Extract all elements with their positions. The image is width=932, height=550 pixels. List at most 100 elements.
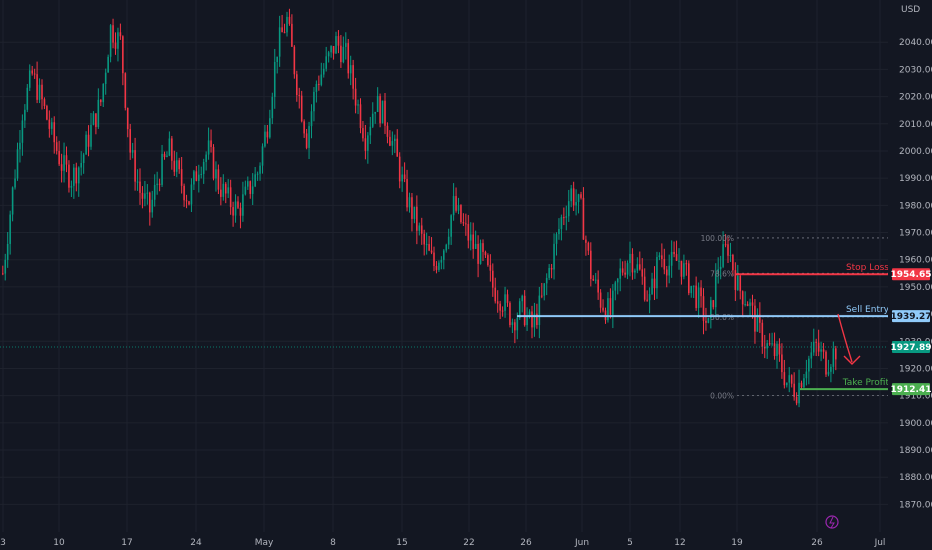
candle-body [575,202,577,206]
candle-body [249,181,252,194]
candle-body [651,278,653,295]
candle-body [455,196,457,211]
candle-body [347,43,350,74]
candle-body [599,292,602,308]
candle-body [232,207,234,216]
candle-body [653,278,656,289]
candle-body [822,349,825,352]
replay-icon[interactable] [825,515,839,529]
candle-body [541,295,543,297]
candle-body [401,174,403,182]
y-tick-label: 1890.00 [899,446,932,456]
candle-body [87,134,90,147]
candle-body [95,113,97,127]
candle-body [786,382,788,386]
candle-body [156,183,158,185]
candle-body [477,243,479,264]
candle-body [117,32,119,49]
candle-body [175,160,178,172]
level-price-text: 1954.65 [891,270,932,280]
candle-body [499,303,501,311]
candle-body [763,346,766,349]
level-label: Take Profit [842,378,890,388]
y-tick-label: 2020.00 [899,93,932,103]
candle-body [215,169,217,179]
candle-body [783,372,786,386]
candle-body [719,266,722,270]
candle-body [835,348,837,360]
candle-body [616,278,619,283]
candle-body [406,179,408,208]
candle-body [300,95,303,122]
candle-body [55,142,58,151]
candle-body [220,189,222,197]
candle-body [38,84,41,100]
candle-body [227,187,229,194]
x-tick-label: 22 [463,538,474,548]
candle-body [340,45,342,63]
candle-body [705,320,707,323]
candle-body [259,165,261,174]
candle-body [433,252,435,266]
level-label: Stop Loss [846,263,889,273]
candle-body [817,342,820,352]
candle-body [102,83,105,103]
candle-body [418,225,421,231]
candle-body [815,341,817,343]
candle-body [656,257,658,289]
candle-body [381,100,384,124]
candle-body [550,268,553,270]
candle-body [641,269,644,277]
forecast-arrow [837,313,861,365]
candle-body [700,287,702,297]
candle-body [398,156,401,182]
x-tick-label: 3 [0,538,6,548]
time-axis[interactable]: 3 10 17 24 May 8 15 22 26 Jun 5 12 19 26 Jul [0,538,885,548]
candle-body [349,65,352,74]
candle-body [332,46,335,54]
candle-body [670,251,673,266]
candle-body [423,233,425,245]
candle-body [24,109,26,121]
candle-body [710,300,712,319]
candle-body [205,154,207,162]
y-tick-label: 2030.00 [899,65,932,75]
candle-body [185,200,188,202]
level-price-tag [892,268,930,281]
candle-body [97,99,100,127]
y-tick-label: 1980.00 [899,201,932,211]
candle-body [658,255,661,258]
candle-body [41,84,43,100]
y-tick-label: 1950.00 [899,283,932,293]
candle-body [411,197,413,219]
candle-body [717,269,719,274]
candle-body [570,188,572,202]
candle-body [48,119,51,129]
candle-body [447,236,450,245]
candle-body [158,183,161,185]
candle-body [122,36,124,74]
candle-body [224,183,227,194]
candle-body [438,262,440,270]
candle-body [489,265,492,271]
x-tick-label: 5 [627,538,633,548]
candle-body [82,154,85,164]
candle-body [759,314,761,323]
candle-body [371,113,374,127]
candle-body [624,272,626,275]
level-price-text: 1912.41 [891,385,932,395]
candle-body [200,173,203,175]
candle-body [452,196,455,216]
candle-body [296,74,298,96]
candle-body [403,174,406,180]
candle-body [129,129,131,153]
candle-body [795,396,798,404]
candle-body [781,354,783,373]
y-tick-label: 1870.00 [899,500,932,510]
candle-body [440,259,443,263]
candle-body [619,268,621,279]
candle-body [276,56,278,63]
candle-body [36,74,38,100]
price-tags: 1954.65 1939.27 1912.41 1927.89 [891,268,932,396]
